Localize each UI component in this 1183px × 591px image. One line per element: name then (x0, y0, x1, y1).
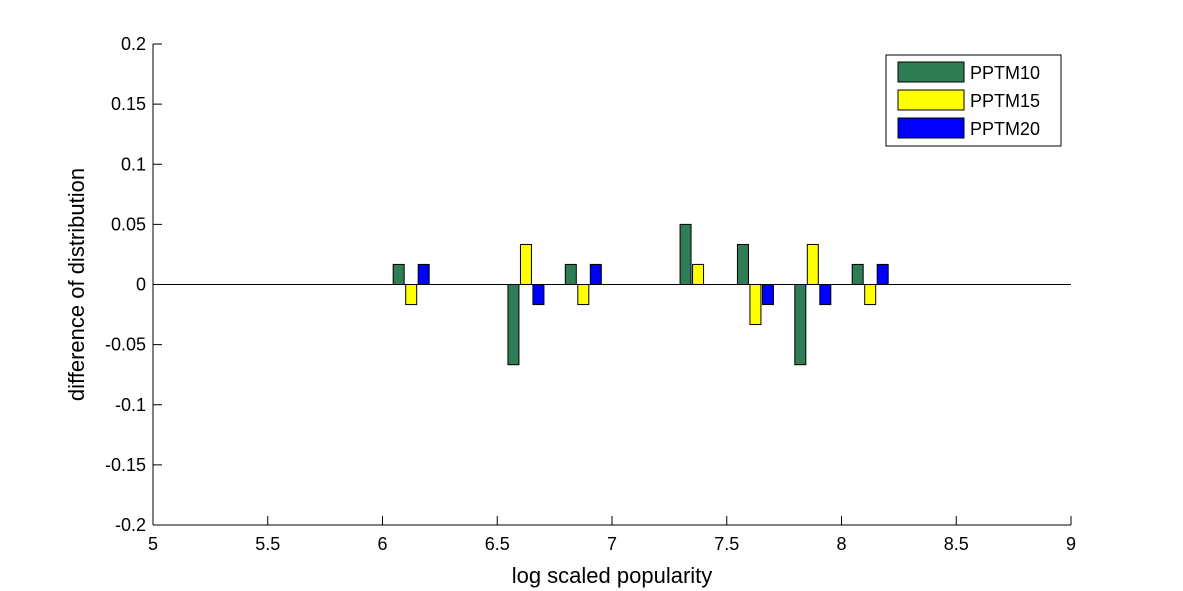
bar-pptm20 (532, 284, 545, 306)
bar-pptm10 (794, 284, 807, 366)
legend-swatch-pptm15 (897, 89, 965, 111)
y-tick-label: 0.1 (121, 154, 146, 174)
bar-pptm20 (417, 263, 430, 286)
bar-pptm20 (819, 284, 832, 306)
x-tick-label: 5.5 (255, 534, 280, 554)
x-axis: 5 5.5 6 6.5 7 7.5 8 8.5 9 (148, 516, 1076, 554)
x-tick-label: 8 (836, 534, 846, 554)
bar-pptm15 (749, 284, 762, 326)
x-tick-label: 6.5 (485, 534, 510, 554)
bar-pptm20 (761, 284, 774, 306)
bar-pptm10 (507, 284, 520, 366)
legend-swatch-pptm20 (897, 117, 965, 139)
y-axis-title: difference of distribution (64, 168, 89, 401)
y-tick-label: 0.05 (111, 214, 146, 234)
x-axis-title: log scaled popularity (512, 563, 713, 588)
bar-pptm15 (692, 263, 705, 286)
bars (392, 223, 889, 366)
bar-pptm10 (679, 223, 692, 286)
y-axis: 0.2 0.15 0.1 0.05 0 -0.05 -0.1 -0.15 -0.2 (105, 34, 162, 535)
bar-pptm10 (564, 263, 577, 286)
legend-label-pptm10: PPTM10 (970, 63, 1040, 83)
bar-pptm10 (736, 243, 749, 286)
bar-pptm15 (405, 284, 418, 306)
x-tick-label: 9 (1066, 534, 1076, 554)
x-tick-label: 7 (607, 534, 617, 554)
legend-label-pptm20: PPTM20 (970, 119, 1040, 139)
legend-label-pptm15: PPTM15 (970, 91, 1040, 111)
x-tick-label: 5 (148, 534, 158, 554)
x-tick-label: 6 (377, 534, 387, 554)
bar-pptm10 (851, 263, 864, 286)
bar-pptm15 (864, 284, 877, 306)
legend-swatch-pptm10 (897, 61, 965, 83)
y-tick-label: -0.15 (105, 455, 146, 475)
y-tick-label: -0.2 (115, 515, 146, 535)
bar-pptm20 (589, 263, 602, 286)
x-tick-label: 8.5 (944, 534, 969, 554)
y-tick-label: -0.05 (105, 335, 146, 355)
bar-pptm10 (392, 263, 405, 286)
bar-pptm20 (876, 263, 889, 286)
bar-pptm15 (519, 243, 532, 286)
bar-pptm15 (577, 284, 590, 306)
bar-pptm15 (806, 243, 819, 286)
legend: PPTM10 PPTM15 PPTM20 (885, 54, 1062, 147)
y-tick-label: 0.2 (121, 34, 146, 54)
y-tick-label: -0.1 (115, 395, 146, 415)
x-tick-label: 7.5 (714, 534, 739, 554)
y-tick-label: 0 (136, 275, 146, 295)
y-tick-label: 0.15 (111, 94, 146, 114)
